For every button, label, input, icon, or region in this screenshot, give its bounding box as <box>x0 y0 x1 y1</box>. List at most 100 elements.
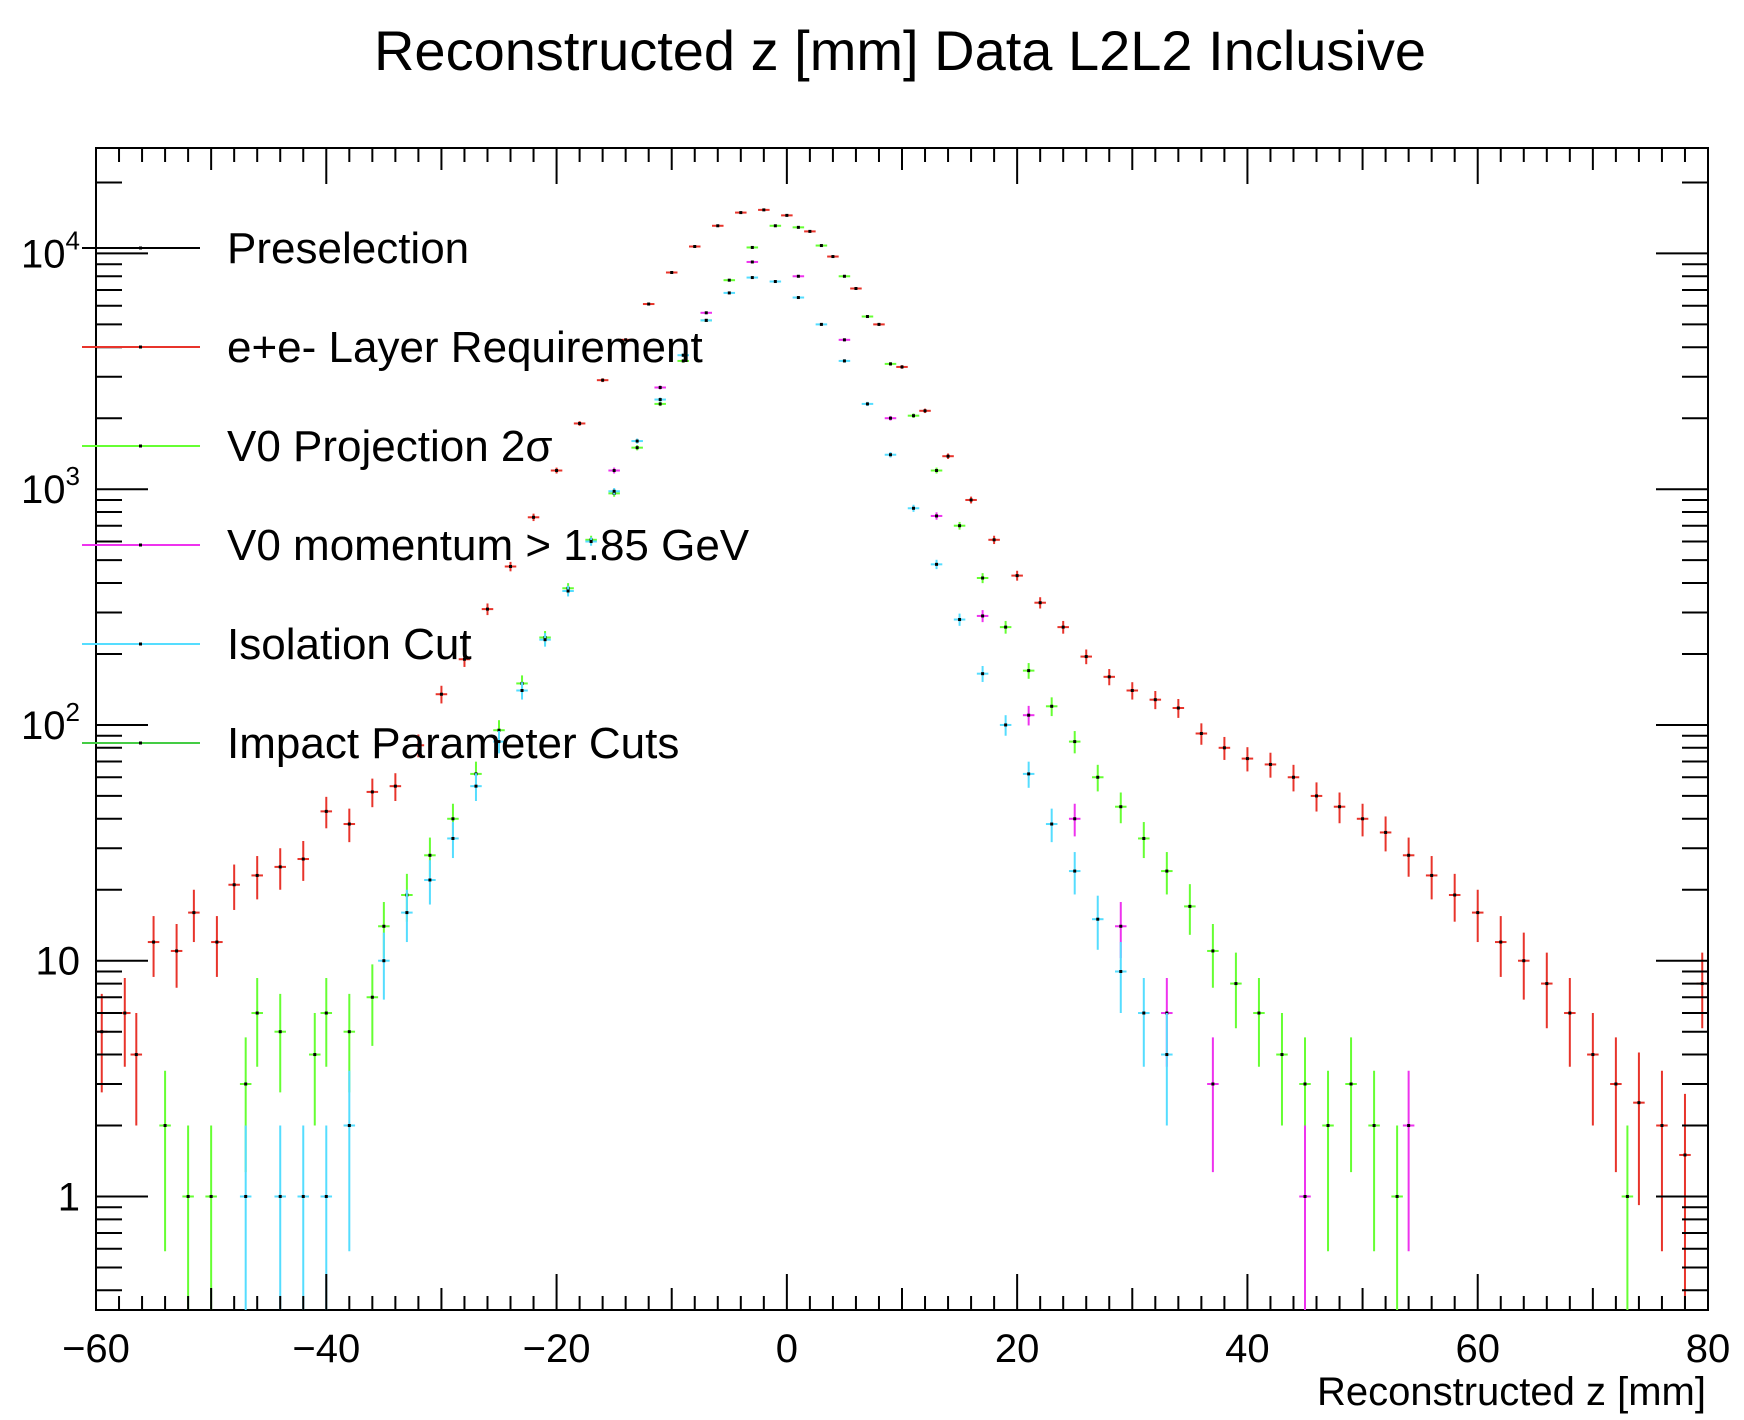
data-point <box>493 731 505 754</box>
data-point <box>251 977 263 1067</box>
data-point <box>539 633 551 647</box>
data-point <box>1368 1070 1380 1252</box>
data-point <box>435 685 448 704</box>
series-4 <box>239 276 1173 1310</box>
x-tick-label: −60 <box>62 1327 130 1371</box>
data-point <box>170 923 183 988</box>
data-point <box>1402 837 1415 877</box>
data-point <box>251 856 263 900</box>
series-layer <box>96 208 1708 1310</box>
data-point <box>1207 923 1219 988</box>
data-point <box>976 573 989 584</box>
series-1 <box>96 208 1708 1310</box>
data-point <box>677 353 689 357</box>
data-point <box>1172 698 1185 718</box>
data-point <box>642 302 655 306</box>
data-point <box>401 889 413 943</box>
x-tick-label: 80 <box>1686 1327 1731 1371</box>
y-axis: 1 10 102 103 104 <box>21 181 1708 1292</box>
data-point <box>188 889 200 943</box>
data-point <box>815 244 828 248</box>
data-point <box>424 860 436 905</box>
data-point <box>654 385 666 390</box>
data-point <box>343 1070 356 1252</box>
legend-label: V0 momentum > 1.85 GeV <box>227 521 750 570</box>
x-axis: −60 −40 −20 0 20 40 60 80 <box>62 148 1730 1371</box>
data-point <box>1138 822 1150 859</box>
data-point <box>182 1125 194 1310</box>
data-point <box>861 401 874 407</box>
data-point <box>1425 856 1438 900</box>
data-point <box>1471 889 1484 943</box>
data-point <box>274 848 286 890</box>
data-point <box>999 620 1012 634</box>
data-point <box>1230 952 1242 1029</box>
data-point <box>1034 597 1046 609</box>
legend: Preselection e+e- Layer Requirement V0 Pro… <box>82 224 750 768</box>
data-point <box>1126 682 1139 700</box>
data-point <box>769 224 782 228</box>
data-point <box>746 276 759 280</box>
x-tick-label: −20 <box>523 1327 591 1371</box>
data-point <box>1195 723 1208 745</box>
data-point <box>1541 952 1553 1029</box>
data-point <box>976 610 989 623</box>
data-point <box>1633 1052 1645 1206</box>
data-point <box>712 224 724 228</box>
data-point <box>781 213 793 217</box>
data-point <box>1587 1013 1599 1126</box>
x-tick-label: −40 <box>292 1327 360 1371</box>
data-point <box>1218 736 1231 760</box>
x-tick-label: 0 <box>776 1327 798 1371</box>
data-point <box>988 535 1000 545</box>
legend-entry: Preselection <box>82 224 469 273</box>
data-point <box>1333 792 1346 824</box>
data-point <box>1184 884 1196 935</box>
y-tick-label: 102 <box>21 697 80 748</box>
data-point <box>130 1013 143 1126</box>
data-point <box>1322 1070 1334 1252</box>
data-point <box>1103 669 1116 686</box>
data-point <box>1379 816 1392 852</box>
data-point <box>470 773 482 801</box>
data-point <box>792 225 805 229</box>
data-point <box>297 840 310 881</box>
data-point <box>1276 1013 1288 1126</box>
data-point <box>458 652 471 667</box>
data-point <box>942 453 954 460</box>
data-point <box>1068 731 1081 754</box>
data-point <box>366 964 379 1046</box>
data-point <box>999 715 1012 736</box>
data-point <box>861 315 874 319</box>
data-point <box>1564 977 1576 1067</box>
plot-area: −60 −40 −20 0 20 40 60 80 1 10 102 103 104 <box>21 147 1730 1371</box>
data-point <box>654 397 666 402</box>
data-point <box>723 278 736 282</box>
data-point <box>677 359 689 363</box>
data-point <box>654 401 666 407</box>
data-point <box>274 1125 286 1310</box>
data-point <box>608 467 620 474</box>
data-point <box>953 613 966 626</box>
data-point <box>211 916 223 977</box>
data-point <box>1068 803 1081 837</box>
data-point <box>1299 1125 1311 1310</box>
data-point <box>562 585 574 597</box>
data-point <box>585 537 597 546</box>
legend-label: Isolation Cut <box>227 620 472 669</box>
data-point <box>1022 761 1035 788</box>
data-point <box>1391 1125 1403 1310</box>
data-point <box>550 467 563 474</box>
data-point <box>1068 852 1081 895</box>
data-point <box>1115 942 1127 1014</box>
data-point <box>953 521 966 530</box>
series-3 <box>608 260 1415 1310</box>
data-point <box>1679 1093 1691 1310</box>
data-point <box>1091 895 1104 950</box>
data-point <box>769 280 782 284</box>
data-point <box>619 338 632 342</box>
data-point <box>366 778 379 808</box>
data-point <box>596 378 609 383</box>
data-point <box>1621 1125 1634 1310</box>
